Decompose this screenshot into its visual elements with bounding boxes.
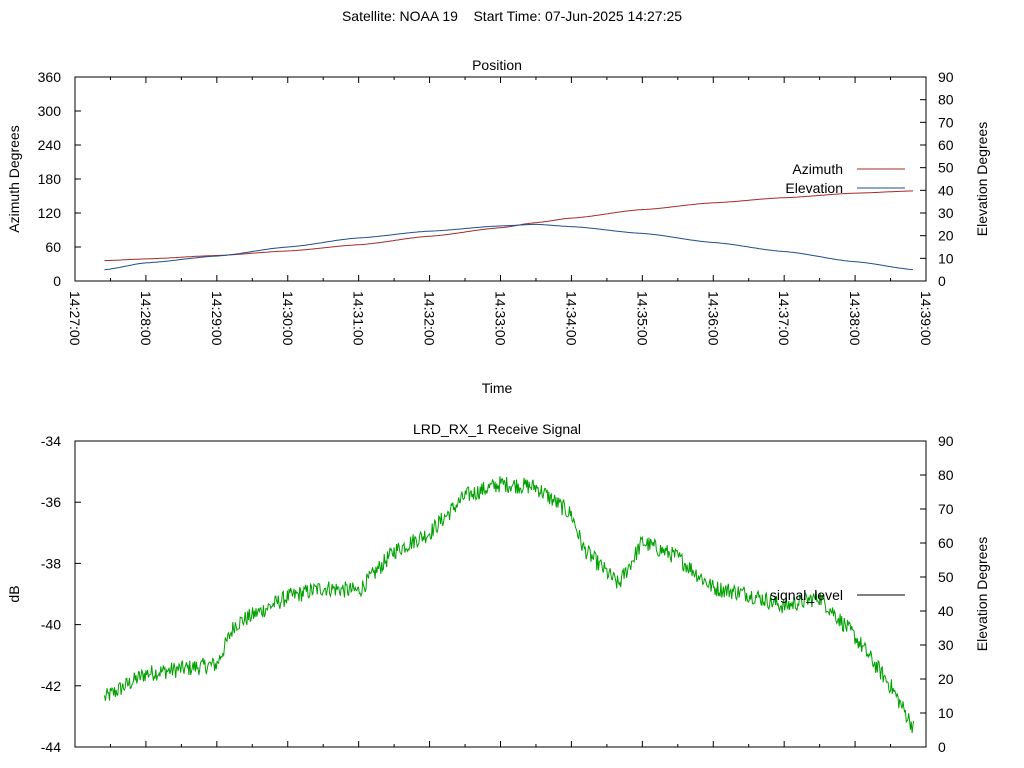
y2-tick-label: 30 — [938, 205, 954, 221]
y-tick-label: 360 — [38, 69, 62, 85]
y2-tick-label: 10 — [938, 705, 954, 721]
y-tick-label: 60 — [45, 239, 61, 255]
y2-tick-label: 70 — [938, 501, 954, 517]
series-line-signal-level — [104, 476, 915, 734]
position-chart: Position 0 60 120 180 240 300 360 0 10 20 30 40 50 6… — [6, 57, 990, 396]
y-tick-label: 300 — [38, 103, 62, 119]
y-tick-label: -44 — [41, 739, 61, 755]
x-tick-label: 14:27:00 — [67, 291, 83, 346]
y2-tick-label: 80 — [938, 467, 954, 483]
signal-legend: signal_level — [770, 587, 905, 603]
x-tick-label: 14:30:00 — [280, 291, 296, 346]
series-line-azimuth — [104, 190, 914, 262]
signal-x-axis — [74, 741, 927, 747]
y2-tick-label: 40 — [938, 182, 954, 198]
signal-chart-title: LRD_RX_1 Receive Signal — [413, 421, 581, 437]
x-tick-label: 14:32:00 — [422, 291, 438, 346]
legend-label: Azimuth — [792, 161, 843, 177]
legend-label: Elevation — [785, 180, 843, 196]
y2-tick-label: 30 — [938, 637, 954, 653]
position-y-axis: 0 60 120 180 240 300 360 — [38, 69, 81, 289]
x-tick-label: 14:28:00 — [138, 291, 154, 346]
y2-tick-label: 50 — [938, 569, 954, 585]
y-tick-label: -42 — [41, 678, 61, 694]
x-tick-label: 14:34:00 — [563, 291, 579, 346]
y2-tick-label: 70 — [938, 114, 954, 130]
signal-chart: LRD_RX_1 Receive Signal -44-42-40-38-36-… — [6, 421, 990, 755]
y-tick-label: -34 — [41, 433, 61, 449]
legend-label: signal_level — [770, 587, 843, 603]
position-x-axis: 14:27:00 14:28:00 14:29:00 14:30:00 14:31:00… — [67, 77, 934, 346]
y2-tick-label: 0 — [938, 739, 946, 755]
y-tick-label: 180 — [38, 171, 62, 187]
signal-y2-axis-label: Elevation Degrees — [974, 537, 990, 651]
x-tick-label: 14:35:00 — [634, 291, 650, 346]
y2-tick-label: 80 — [938, 92, 954, 108]
position-y2-axis-label: Elevation Degrees — [974, 122, 990, 236]
y-tick-label: -36 — [41, 494, 61, 510]
position-y-axis-label: Azimuth Degrees — [6, 125, 22, 232]
y2-tick-label: 20 — [938, 671, 954, 687]
x-tick-label: 14:39:00 — [918, 291, 934, 346]
signal-y2-axis: 0 10 20 30 40 50 60 70 80 90 — [920, 433, 954, 755]
position-legend: Azimuth Elevation — [785, 161, 905, 196]
x-tick-label: 14:31:00 — [351, 291, 367, 346]
x-tick-label: 14:38:00 — [847, 291, 863, 346]
y-tick-label: 120 — [38, 205, 62, 221]
series-line-elevation — [104, 223, 914, 271]
x-tick-label: 14:37:00 — [776, 291, 792, 346]
y2-tick-label: 90 — [938, 69, 954, 85]
position-x-axis-label: Time — [482, 380, 513, 396]
signal-y-axis-label: dB — [6, 585, 22, 602]
y-tick-label: -38 — [41, 555, 61, 571]
y2-tick-label: 0 — [938, 273, 946, 289]
signal-y-axis: -44 -42 -40 -38 -36 -34 — [41, 433, 81, 755]
signal-series — [104, 476, 915, 734]
page-title: Satellite: NOAA 19 Start Time: 07-Jun-20… — [341, 8, 683, 24]
y2-tick-label: 10 — [938, 250, 954, 266]
x-tick-label: 14:33:00 — [493, 291, 509, 346]
y2-tick-label: 90 — [938, 433, 954, 449]
x-tick-label: 14:29:00 — [209, 291, 225, 346]
position-y2-axis: 0 10 20 30 40 50 60 70 80 90 — [920, 69, 954, 289]
y2-tick-label: 20 — [938, 228, 954, 244]
y2-tick-label: 60 — [938, 137, 954, 153]
x-tick-label: 14:36:00 — [705, 291, 721, 346]
position-chart-title: Position — [472, 57, 522, 73]
y2-tick-label: 40 — [938, 603, 954, 619]
position-plot-frame — [74, 76, 927, 282]
y2-tick-label: 60 — [938, 535, 954, 551]
y-tick-label: 240 — [38, 137, 62, 153]
y-tick-label: 0 — [53, 273, 61, 289]
y2-tick-label: 50 — [938, 160, 954, 176]
y-tick-label: -40 — [41, 617, 61, 633]
position-series — [104, 190, 914, 271]
